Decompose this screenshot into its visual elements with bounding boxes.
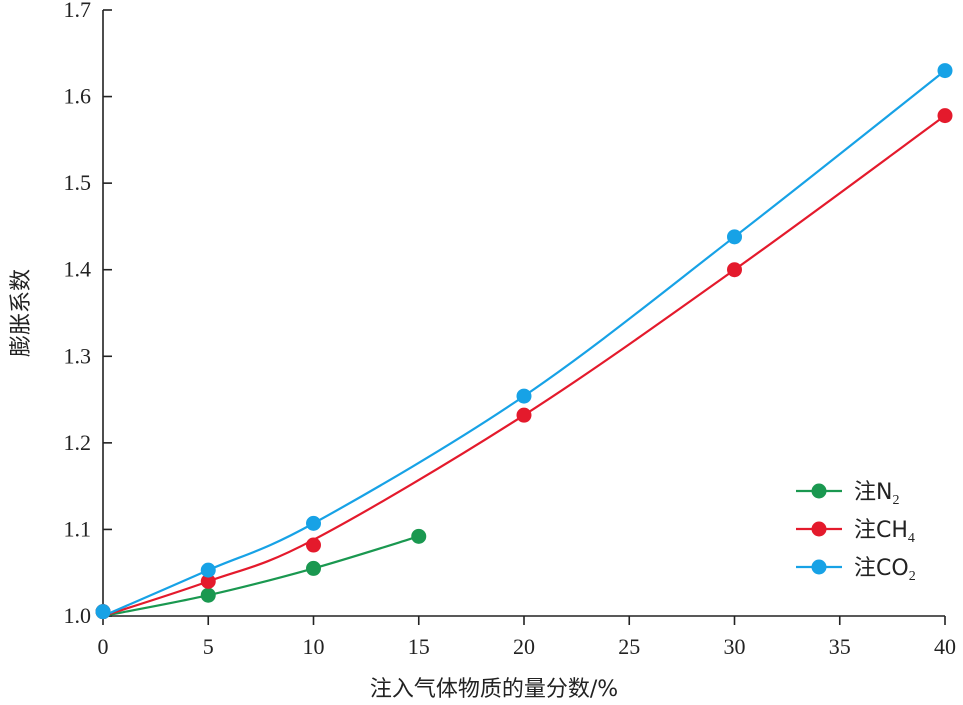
x-tick-label: 40 [934, 634, 956, 659]
legend-label-subscript: 2 [909, 569, 916, 584]
y-tick-label: 1.7 [64, 0, 92, 22]
series-2-point [200, 562, 216, 578]
series-0-point [306, 560, 321, 576]
legend-label-main: 注N [854, 480, 892, 505]
series-markers [95, 63, 953, 620]
x-tick-label: 25 [618, 634, 640, 659]
x-tick-label: 30 [724, 634, 746, 659]
legend-label-2: 注CO2 [854, 556, 916, 584]
y-tick-label: 1.3 [64, 343, 92, 368]
axes: 1.0 1.1 1.2 1.3 1.4 1.5 1.6 1.7 0 5 10 15 20 25 30 35 40 [64, 0, 957, 659]
y-tick-label: 1.6 [64, 84, 92, 109]
legend-label-0: 注N2 [854, 480, 899, 508]
legend-marker-1 [811, 521, 827, 537]
series-1-point [200, 573, 216, 589]
y-tick-label: 1.2 [64, 430, 92, 455]
legend-label-main: 注CH [854, 518, 908, 543]
legend-label-1: 注CH4 [854, 518, 915, 546]
x-tick-label: 10 [303, 634, 325, 659]
x-tick-label: 5 [203, 634, 214, 659]
x-tick-label: 20 [513, 634, 535, 659]
series-0-point [200, 587, 216, 603]
legend-marker-2 [811, 559, 827, 575]
x-axis-title: 注入气体物质的量分数/% [370, 677, 618, 702]
series-2-point [727, 229, 742, 245]
y-tick-label: 1.0 [64, 603, 92, 628]
series-1-point [306, 537, 321, 553]
series-2-point [306, 515, 321, 531]
y-tick-label: 1.1 [64, 516, 92, 541]
series-1-point [516, 407, 532, 423]
series-2-point [937, 63, 953, 79]
legend-label-main: 注CO [854, 556, 909, 581]
series-line-1 [102, 114, 946, 618]
series-line-0 [102, 535, 420, 618]
series-1-point [727, 262, 742, 278]
legend-label-subscript: 2 [892, 493, 899, 508]
series-0-point [411, 528, 427, 544]
series-2-point [95, 604, 111, 620]
x-tick-label: 15 [408, 634, 430, 659]
y-tick-label: 1.5 [64, 170, 92, 195]
series-1-point [937, 108, 953, 124]
legend-marker-0 [811, 483, 827, 499]
legend-label-subscript: 4 [908, 531, 915, 546]
y-axis-title: 膨胀系数 [9, 269, 34, 357]
series-2-point [516, 388, 532, 404]
x-tick-label: 0 [98, 634, 109, 659]
y-tick-label: 1.4 [64, 257, 92, 282]
x-tick-label: 35 [829, 634, 851, 659]
